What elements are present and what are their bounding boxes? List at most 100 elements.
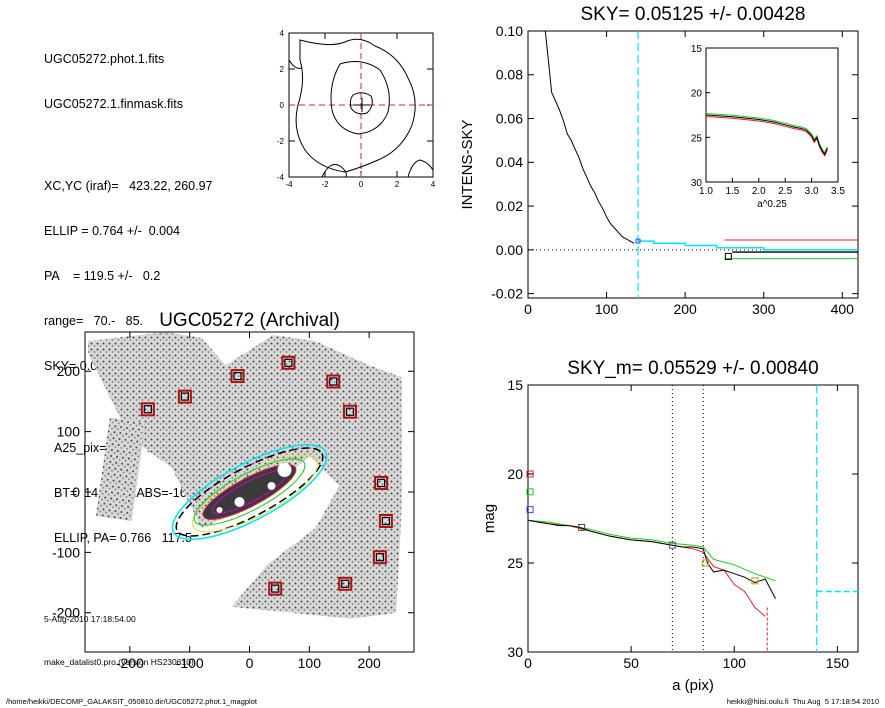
sky-point-marker (635, 238, 641, 244)
y-tick-label: -4 (277, 173, 285, 182)
contour-edge (288, 59, 303, 69)
x-tick-label: 50 (623, 655, 639, 671)
mask-box (374, 475, 389, 490)
x-tick-label: 400 (831, 301, 855, 317)
mag-marker (526, 470, 534, 478)
inset-series-red (705, 116, 828, 157)
x-tick-label: 100 (723, 655, 747, 671)
inset-xlabel: a^0.25 (757, 199, 787, 210)
masked-star (267, 482, 276, 490)
mask-box (281, 355, 296, 370)
image-filename: UGC05272.phot.1.fits (44, 52, 165, 66)
intensity-series (539, 30, 635, 244)
footer-path: /home/heikki/DECOMP_GALAKSIT_050810.dir/… (6, 697, 257, 706)
y-tick-label: 0.06 (496, 110, 523, 126)
x-tick-label: 0 (359, 180, 364, 189)
run-date: 5-Aug-2010 17:18:54.00 (44, 614, 136, 624)
sky-plot-ylabel: INTENS-SKY (459, 119, 476, 209)
mag-series-black (527, 519, 776, 599)
x-tick-label: 100 (298, 655, 322, 671)
y-tick-label: 200 (57, 363, 81, 379)
mag-marker (526, 488, 534, 496)
mag-marker (751, 577, 759, 585)
mag-series-green (527, 519, 776, 582)
inset-x-tick-label: 2.5 (778, 186, 792, 197)
mag-marker (701, 559, 709, 567)
mask-box (372, 550, 387, 565)
plot-frame (527, 384, 859, 653)
ellipse-a25 (175, 447, 324, 537)
contour-plot: -4 -2 0 2 4 4 2 0 -2 -4 (277, 29, 436, 189)
ellipse-cyan (171, 443, 328, 541)
y-tick-label: 0.04 (496, 154, 523, 170)
sky-point-marker (724, 252, 732, 260)
y-tick-label: 30 (507, 644, 523, 660)
x-tick-label: 300 (752, 301, 776, 317)
mask-box-inner (329, 377, 338, 386)
inset-series-green (705, 113, 828, 154)
y-tick-label: 0 (280, 101, 285, 110)
x-tick-label: 4 (431, 180, 436, 189)
mask-box-inner (377, 478, 386, 488)
y-tick-label: 100 (57, 424, 81, 440)
inset-x-tick-label: 1.5 (725, 186, 739, 197)
mask-box (342, 404, 357, 419)
mask-box-inner (233, 371, 242, 381)
y-tick-label: -0.02 (491, 286, 523, 302)
x-tick-label: 2 (395, 180, 400, 189)
x-tick-label: 0 (246, 655, 254, 671)
ellipticity: ELLIP = 0.764 +/- 0.004 (44, 224, 180, 238)
x-tick-label: 100 (595, 301, 619, 317)
y-tick-label: -200 (52, 605, 80, 621)
mask-box-inner (284, 358, 293, 367)
x-tick-label: -2 (321, 180, 329, 189)
mag-plot-xlabel: a (pix) (672, 677, 714, 694)
mask-box (140, 402, 155, 417)
inset-series-black (705, 114, 828, 156)
y-tick-label: 0.02 (496, 198, 523, 214)
mask-box-inner (345, 407, 355, 416)
mask-box (378, 513, 393, 528)
masked-star (216, 507, 223, 513)
mask-box-inner (143, 405, 152, 414)
y-tick-label: 0.00 (496, 242, 523, 258)
y-tick-label: -100 (52, 544, 80, 560)
mask-box (177, 389, 192, 404)
mask-box (338, 576, 353, 591)
sky-profile-plot: 0 100 200 300 400 -0.02 0.00 0.02 0.04 0.06 0.08 0.… (459, 4, 859, 317)
contour-edge (407, 159, 434, 178)
inset-x-tick-label: 3.0 (805, 186, 819, 197)
contour-inner (349, 92, 373, 115)
ellipse-green (193, 458, 306, 526)
inset-y-tick-label: 15 (691, 44, 703, 55)
mask-box (326, 374, 341, 389)
sky-step-cyan (638, 240, 858, 251)
mask-box (268, 581, 283, 596)
mag-profile-plot: 0 50 100 150 15 20 25 30 SKY_m= 0.05529 +/- 0.00… (481, 358, 859, 694)
x-tick-label: 0 (524, 655, 532, 671)
mask-box-inner (341, 579, 350, 588)
contour-outer (295, 38, 416, 173)
inset-x-tick-label: 3.5 (831, 186, 845, 197)
galaxy-field (88, 332, 402, 619)
inset-y-tick-label: 25 (691, 133, 703, 144)
galaxy-plot-title: UGC05272 (Archival) (159, 310, 340, 331)
masked-star (277, 463, 292, 477)
inset-y-tick-label: 20 (691, 89, 703, 100)
galaxy-field-strip (95, 417, 146, 522)
mag-plot-ylabel: mag (481, 504, 498, 533)
mag-series-red (527, 519, 766, 617)
inset-x-tick-label: 1.0 (699, 186, 713, 197)
program-version: make_datalist0.pro (version HS230610) (44, 657, 194, 667)
position-angle: PA = 119.5 +/- 0.2 (44, 269, 161, 283)
inset-y-tick-label: 30 (691, 178, 703, 189)
mag-marker (526, 506, 534, 514)
mask-box-inner (180, 392, 189, 401)
x-tick-label: 200 (357, 655, 381, 671)
x-tick-label: -100 (176, 655, 204, 671)
masked-star (234, 497, 245, 507)
contour-edge (321, 163, 347, 178)
y-tick-label: 0 (72, 484, 80, 500)
y-tick-label: 25 (507, 555, 523, 571)
